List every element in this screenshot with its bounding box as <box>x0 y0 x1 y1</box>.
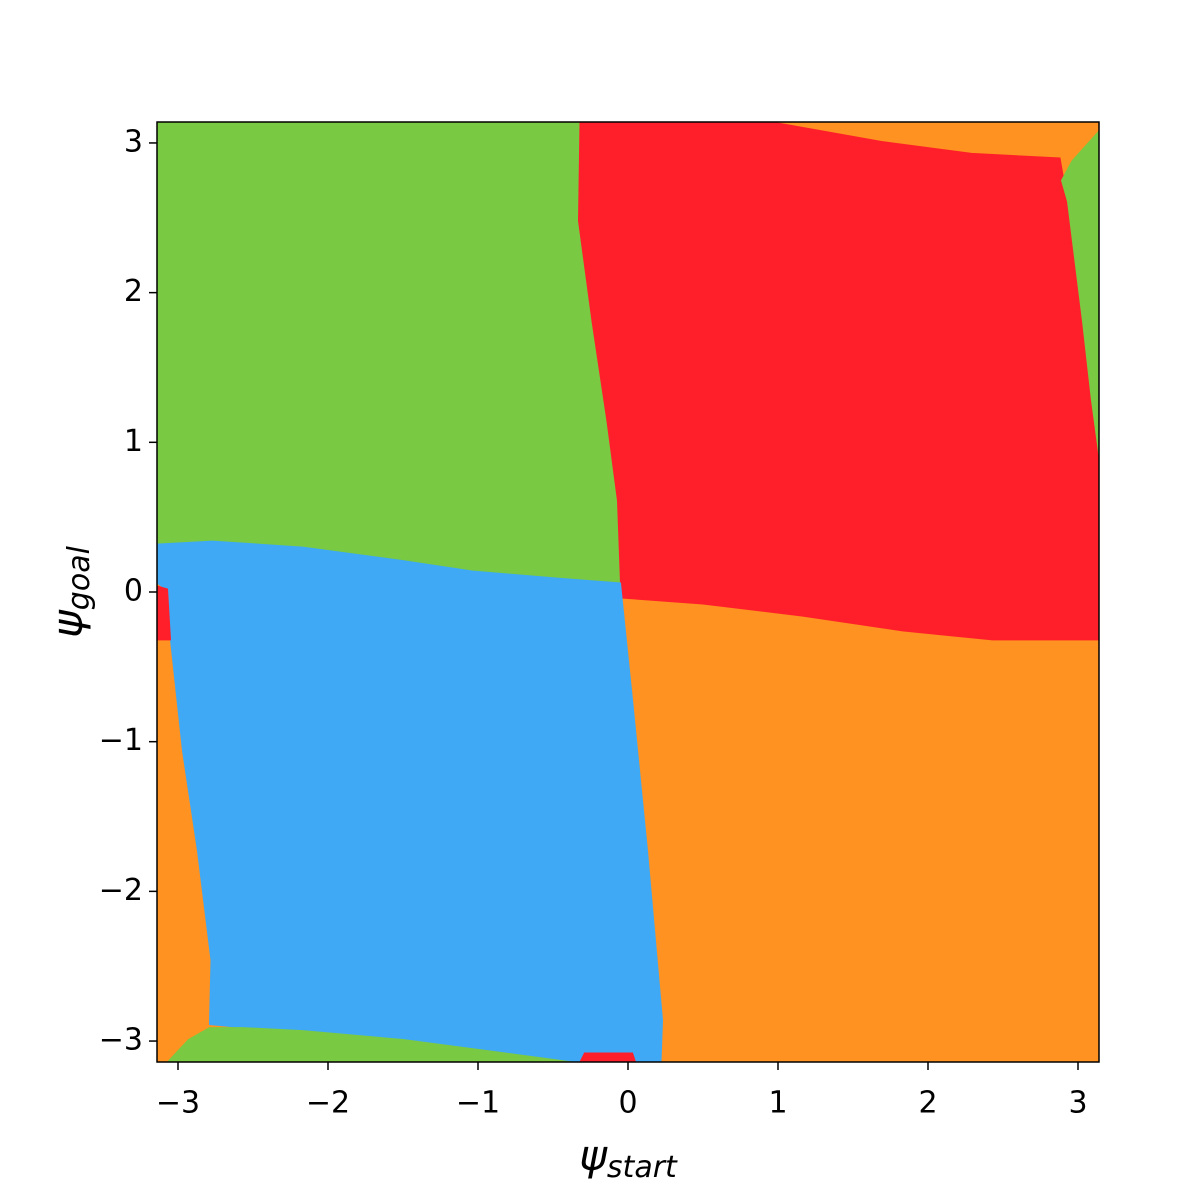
y-axis-label: ψgoal <box>43 545 97 638</box>
y-tick-label: −3 <box>99 1023 143 1058</box>
x-label-symbol: ψ <box>579 1131 608 1180</box>
x-tick-label: −3 <box>156 1086 200 1121</box>
x-tick-label: 3 <box>1068 1086 1087 1121</box>
x-axis-label: ψstart <box>579 1131 678 1185</box>
region <box>1060 129 1100 456</box>
x-tick-label: −1 <box>456 1086 500 1121</box>
y-tick-label: 1 <box>124 424 143 459</box>
region <box>579 1052 637 1063</box>
x-tick-label: 0 <box>618 1086 637 1121</box>
region <box>577 121 1100 641</box>
region <box>156 121 622 584</box>
y-tick-label: −1 <box>99 723 143 758</box>
x-tick-label: 1 <box>768 1086 787 1121</box>
y-tick-label: −2 <box>99 873 143 908</box>
y-label-subscript: goal <box>62 545 97 610</box>
region <box>156 540 664 1063</box>
y-label-symbol: ψ <box>43 609 92 638</box>
region <box>166 1027 573 1063</box>
y-tick-label: 2 <box>124 274 143 309</box>
x-tick-label: −2 <box>306 1086 350 1121</box>
y-tick-label: 0 <box>124 574 143 609</box>
x-tick-label: 2 <box>918 1086 937 1121</box>
x-label-subscript: start <box>607 1150 678 1185</box>
y-tick-label: 3 <box>124 124 143 159</box>
